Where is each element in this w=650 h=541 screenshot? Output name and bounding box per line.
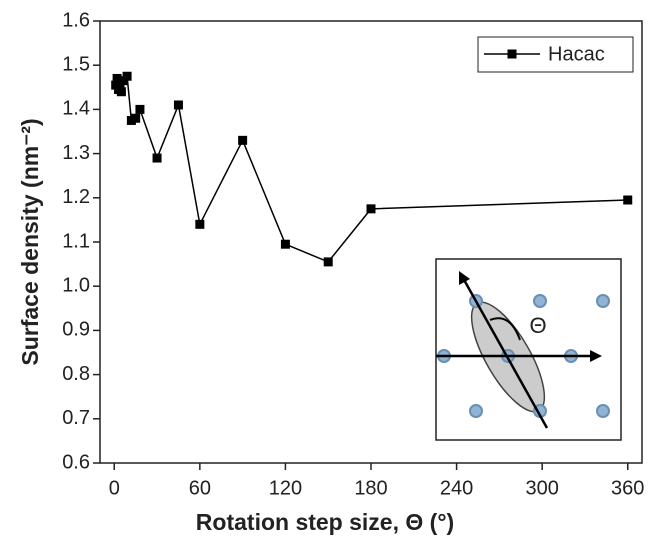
marker	[195, 219, 205, 229]
x-tick-label: 180	[354, 477, 387, 499]
arrow-head	[459, 271, 470, 285]
y-tick-label: 0.6	[62, 451, 90, 473]
y-tick-label: 1.4	[62, 98, 90, 120]
x-tick-label: 240	[440, 477, 473, 499]
y-tick-label: 1.0	[62, 274, 90, 296]
marker	[135, 104, 145, 114]
marker	[173, 100, 183, 110]
marker	[131, 113, 141, 123]
marker	[366, 204, 376, 214]
inset: Θ	[435, 258, 622, 441]
marker	[238, 135, 248, 145]
y-tick-label: 0.7	[62, 407, 90, 429]
y-tick-label: 0.9	[62, 319, 90, 341]
marker	[152, 153, 162, 163]
series-line	[114, 74, 628, 263]
x-tick-label: 60	[189, 477, 211, 499]
y-tick-label: 1.6	[62, 9, 90, 31]
angle-arc	[489, 317, 521, 341]
x-axis-label: Rotation step size, Θ (°)	[196, 509, 454, 535]
x-tick-label: 0	[109, 477, 120, 499]
y-tick-label: 1.3	[62, 142, 90, 164]
marker	[623, 195, 633, 205]
y-tick-label: 1.1	[62, 230, 90, 252]
y-axis-label: Surface density (nm⁻²)	[17, 118, 43, 365]
y-tick-label: 1.5	[62, 53, 90, 75]
marker	[122, 71, 132, 81]
x-tick-label: 120	[269, 477, 302, 499]
marker	[116, 87, 126, 97]
marker	[280, 239, 290, 249]
angle-label: Θ	[529, 313, 546, 338]
legend-label: Hacac	[548, 43, 605, 65]
x-tick-label: 300	[525, 477, 558, 499]
molecule-arrow	[461, 277, 549, 429]
y-tick-label: 0.8	[62, 363, 90, 385]
y-tick-label: 1.2	[62, 186, 90, 208]
arrow-head	[590, 350, 602, 362]
legend-marker	[507, 49, 517, 59]
marker	[323, 257, 333, 267]
x-tick-label: 360	[611, 477, 644, 499]
